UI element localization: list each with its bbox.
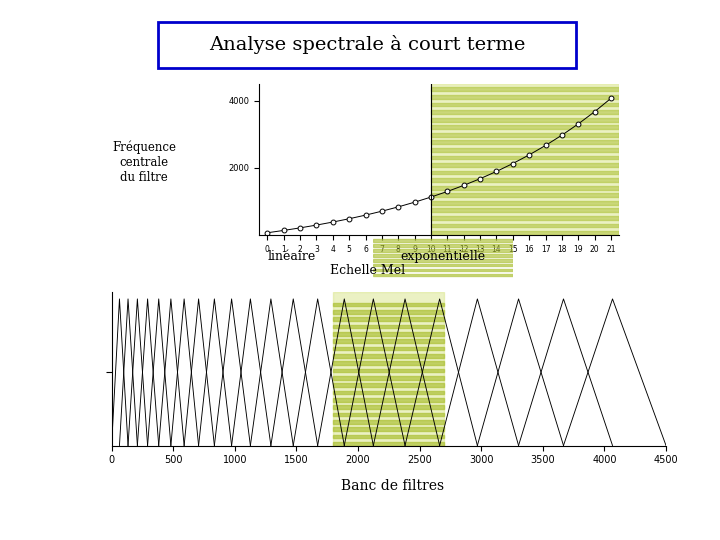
Bar <box>431 201 619 205</box>
Bar <box>431 231 619 235</box>
Bar <box>373 259 513 261</box>
Bar <box>333 435 444 438</box>
Text: exponentielle: exponentielle <box>400 250 485 263</box>
Bar <box>373 254 513 256</box>
Bar <box>333 339 444 343</box>
Bar <box>333 427 444 431</box>
Text: Banc de filtres: Banc de filtres <box>341 479 444 493</box>
Bar <box>431 156 619 159</box>
Bar <box>373 264 513 266</box>
Bar <box>333 383 444 387</box>
Bar <box>431 84 619 235</box>
Bar <box>333 420 444 423</box>
Bar <box>431 110 619 114</box>
Bar <box>333 361 444 365</box>
Bar <box>373 249 513 252</box>
Bar <box>431 186 619 190</box>
Bar <box>373 274 513 276</box>
Text: Fréquence
centrale
du filtre: Fréquence centrale du filtre <box>112 140 176 184</box>
Bar <box>373 269 513 271</box>
Bar <box>373 245 513 247</box>
Bar <box>431 224 619 227</box>
Bar <box>431 118 619 122</box>
Bar <box>431 163 619 167</box>
Bar <box>431 125 619 129</box>
Bar <box>333 354 444 357</box>
Bar <box>333 325 444 328</box>
Bar <box>333 347 444 350</box>
Bar <box>431 133 619 137</box>
Bar <box>333 405 444 409</box>
Bar <box>431 171 619 174</box>
Bar <box>431 95 619 99</box>
Bar <box>333 376 444 380</box>
Bar <box>431 178 619 182</box>
Bar <box>333 398 444 402</box>
Bar <box>373 239 513 242</box>
Bar <box>333 317 444 321</box>
Bar <box>431 103 619 106</box>
Bar <box>333 332 444 335</box>
Bar <box>333 368 444 372</box>
Bar <box>333 302 444 306</box>
Bar <box>431 208 619 212</box>
Text: Analyse spectrale à court terme: Analyse spectrale à court terme <box>209 35 526 54</box>
Bar <box>431 148 619 152</box>
Text: linéaire: linéaire <box>267 250 316 263</box>
Bar <box>333 390 444 394</box>
Text: Echelle Mel: Echelle Mel <box>330 264 405 276</box>
Bar <box>333 413 444 416</box>
Bar <box>431 216 619 220</box>
Bar <box>333 310 444 314</box>
Bar <box>431 193 619 197</box>
Bar <box>431 140 619 144</box>
Bar <box>431 87 619 91</box>
Bar <box>333 442 444 446</box>
Bar <box>333 292 444 446</box>
